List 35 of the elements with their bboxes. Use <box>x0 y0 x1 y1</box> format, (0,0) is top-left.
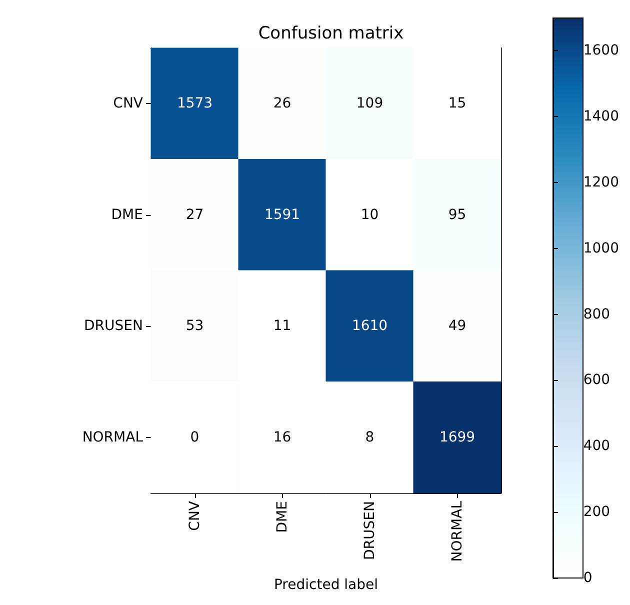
color-bar-label: 1000 <box>583 240 620 256</box>
y-tick-label: DRUSEN <box>84 318 143 334</box>
data-label: 1610 <box>352 318 388 334</box>
data-label: 1699 <box>439 429 476 446</box>
data-label: 27 <box>186 206 204 223</box>
data-label: 1573 <box>176 96 213 112</box>
color-bar-label: 0 <box>583 570 592 586</box>
color-bar-label: 400 <box>583 438 610 454</box>
x-tick-label: NORMAL <box>449 500 466 562</box>
data-label: 95 <box>448 206 466 223</box>
data-label: 26 <box>273 96 292 112</box>
y-tick-label: NORMAL <box>82 429 144 446</box>
color-bar-label: 1200 <box>583 174 620 190</box>
data-label: 11 <box>273 318 292 334</box>
x-axis-title: Predicted label <box>274 577 378 593</box>
data-label: 16 <box>273 429 292 446</box>
chart-title: Confusion matrix <box>258 24 404 44</box>
data-label: 49 <box>448 318 466 334</box>
y-tick-label: CNV <box>113 96 144 112</box>
data-label: 10 <box>360 206 379 223</box>
data-label: 8 <box>365 429 374 446</box>
data-label: 0 <box>190 429 200 446</box>
data-label: 109 <box>356 96 384 112</box>
color-bar-label: 600 <box>583 372 610 388</box>
data-label: 1591 <box>264 206 300 223</box>
data-label: 15 <box>448 96 466 112</box>
x-tick-label: CNV <box>186 500 203 531</box>
color-bar-label: 1400 <box>583 108 620 125</box>
x-tick-label: DRUSEN <box>362 501 378 560</box>
data-label: 53 <box>186 318 204 334</box>
y-tick-label: DME <box>111 206 143 223</box>
x-tick-label: DME <box>274 501 290 533</box>
color-bar-label: 200 <box>583 504 610 520</box>
color-bar-label: 800 <box>583 306 610 322</box>
color-bar-label: 1600 <box>583 42 620 59</box>
